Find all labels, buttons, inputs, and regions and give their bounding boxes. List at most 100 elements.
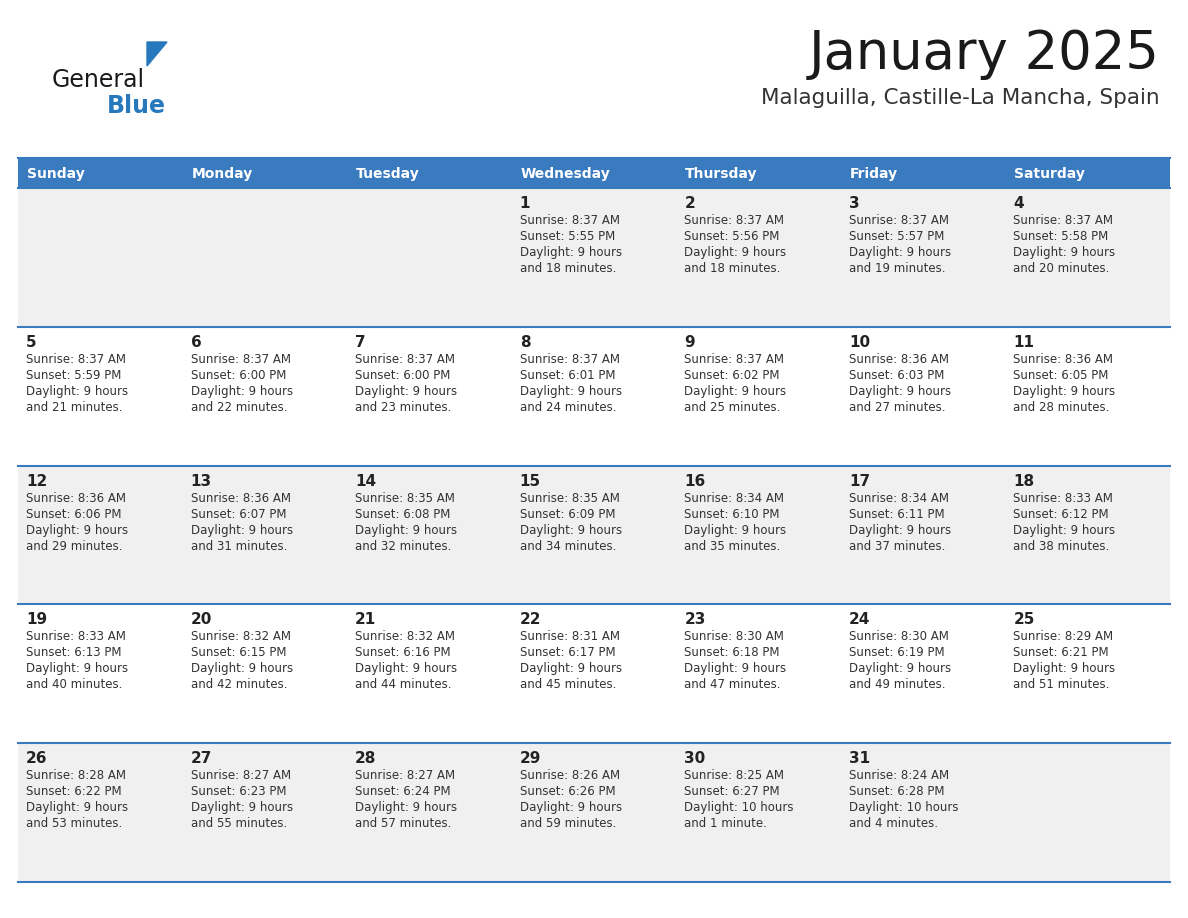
- Text: and 40 minutes.: and 40 minutes.: [26, 678, 122, 691]
- Text: and 55 minutes.: and 55 minutes.: [190, 817, 286, 830]
- Text: Daylight: 9 hours: Daylight: 9 hours: [684, 385, 786, 397]
- Text: Daylight: 9 hours: Daylight: 9 hours: [190, 385, 292, 397]
- Text: 24: 24: [849, 612, 871, 627]
- Text: Sunrise: 8:37 AM: Sunrise: 8:37 AM: [849, 214, 949, 227]
- Bar: [18, 604, 1170, 744]
- Text: Sunrise: 8:30 AM: Sunrise: 8:30 AM: [684, 631, 784, 644]
- Text: 13: 13: [190, 474, 211, 488]
- Text: Malaguilla, Castille-La Mancha, Spain: Malaguilla, Castille-La Mancha, Spain: [762, 88, 1159, 108]
- Text: Daylight: 9 hours: Daylight: 9 hours: [190, 523, 292, 537]
- Text: Daylight: 9 hours: Daylight: 9 hours: [519, 801, 621, 814]
- Text: Sunset: 6:26 PM: Sunset: 6:26 PM: [519, 785, 615, 798]
- Text: 27: 27: [190, 751, 211, 767]
- Text: Sunrise: 8:28 AM: Sunrise: 8:28 AM: [26, 769, 126, 782]
- Text: Sunrise: 8:27 AM: Sunrise: 8:27 AM: [190, 769, 291, 782]
- Text: and 23 minutes.: and 23 minutes.: [355, 401, 451, 414]
- Text: Tuesday: Tuesday: [356, 167, 419, 181]
- Text: Daylight: 9 hours: Daylight: 9 hours: [849, 246, 950, 259]
- Text: 18: 18: [1013, 474, 1035, 488]
- Text: 5: 5: [26, 335, 37, 350]
- Text: Sunrise: 8:37 AM: Sunrise: 8:37 AM: [519, 214, 620, 227]
- Text: Sunrise: 8:37 AM: Sunrise: 8:37 AM: [1013, 214, 1113, 227]
- Text: 8: 8: [519, 335, 530, 350]
- Text: Sunset: 6:21 PM: Sunset: 6:21 PM: [1013, 646, 1110, 659]
- Text: Sunrise: 8:33 AM: Sunrise: 8:33 AM: [1013, 492, 1113, 505]
- Text: 17: 17: [849, 474, 870, 488]
- Text: January 2025: January 2025: [809, 28, 1159, 80]
- Text: Daylight: 9 hours: Daylight: 9 hours: [1013, 523, 1116, 537]
- Text: and 38 minutes.: and 38 minutes.: [1013, 540, 1110, 553]
- Text: 1: 1: [519, 196, 530, 211]
- Text: and 37 minutes.: and 37 minutes.: [849, 540, 946, 553]
- Text: Daylight: 9 hours: Daylight: 9 hours: [355, 385, 457, 397]
- Text: Sunset: 6:05 PM: Sunset: 6:05 PM: [1013, 369, 1108, 382]
- Text: Sunrise: 8:24 AM: Sunrise: 8:24 AM: [849, 769, 949, 782]
- Text: 28: 28: [355, 751, 377, 767]
- Text: Sunset: 6:13 PM: Sunset: 6:13 PM: [26, 646, 121, 659]
- Text: Sunset: 6:18 PM: Sunset: 6:18 PM: [684, 646, 779, 659]
- Text: and 45 minutes.: and 45 minutes.: [519, 678, 617, 691]
- Text: Sunset: 6:22 PM: Sunset: 6:22 PM: [26, 785, 121, 798]
- Text: Sunset: 6:28 PM: Sunset: 6:28 PM: [849, 785, 944, 798]
- Text: Daylight: 9 hours: Daylight: 9 hours: [26, 801, 128, 814]
- Text: and 24 minutes.: and 24 minutes.: [519, 401, 617, 414]
- Text: Sunset: 6:02 PM: Sunset: 6:02 PM: [684, 369, 779, 382]
- Text: Sunrise: 8:32 AM: Sunrise: 8:32 AM: [190, 631, 291, 644]
- Text: and 49 minutes.: and 49 minutes.: [849, 678, 946, 691]
- Text: 16: 16: [684, 474, 706, 488]
- Bar: [347, 158, 512, 188]
- Text: Sunrise: 8:30 AM: Sunrise: 8:30 AM: [849, 631, 949, 644]
- Text: and 31 minutes.: and 31 minutes.: [190, 540, 287, 553]
- Text: Sunrise: 8:37 AM: Sunrise: 8:37 AM: [684, 353, 784, 365]
- Text: and 59 minutes.: and 59 minutes.: [519, 817, 617, 830]
- Text: Sunset: 6:07 PM: Sunset: 6:07 PM: [190, 508, 286, 521]
- Text: and 27 minutes.: and 27 minutes.: [849, 401, 946, 414]
- Text: and 51 minutes.: and 51 minutes.: [1013, 678, 1110, 691]
- Text: Monday: Monday: [191, 167, 253, 181]
- Text: Sunset: 5:59 PM: Sunset: 5:59 PM: [26, 369, 121, 382]
- Text: 12: 12: [26, 474, 48, 488]
- Text: Sunset: 6:15 PM: Sunset: 6:15 PM: [190, 646, 286, 659]
- Text: Sunset: 6:01 PM: Sunset: 6:01 PM: [519, 369, 615, 382]
- Text: 29: 29: [519, 751, 541, 767]
- Text: Sunrise: 8:37 AM: Sunrise: 8:37 AM: [355, 353, 455, 365]
- Text: and 47 minutes.: and 47 minutes.: [684, 678, 781, 691]
- Text: and 20 minutes.: and 20 minutes.: [1013, 262, 1110, 275]
- Text: and 32 minutes.: and 32 minutes.: [355, 540, 451, 553]
- Bar: [18, 744, 1170, 882]
- Bar: [18, 327, 1170, 465]
- Text: Sunset: 6:06 PM: Sunset: 6:06 PM: [26, 508, 121, 521]
- Text: Sunset: 5:58 PM: Sunset: 5:58 PM: [1013, 230, 1108, 243]
- Text: 10: 10: [849, 335, 870, 350]
- Text: Sunset: 6:23 PM: Sunset: 6:23 PM: [190, 785, 286, 798]
- Text: Daylight: 9 hours: Daylight: 9 hours: [355, 663, 457, 676]
- Text: 4: 4: [1013, 196, 1024, 211]
- Bar: [18, 188, 1170, 327]
- Text: Sunset: 5:56 PM: Sunset: 5:56 PM: [684, 230, 779, 243]
- Text: Sunset: 6:16 PM: Sunset: 6:16 PM: [355, 646, 450, 659]
- Text: Daylight: 9 hours: Daylight: 9 hours: [849, 523, 950, 537]
- Bar: [1005, 158, 1170, 188]
- Text: Daylight: 9 hours: Daylight: 9 hours: [849, 663, 950, 676]
- Bar: [841, 158, 1005, 188]
- Text: and 44 minutes.: and 44 minutes.: [355, 678, 451, 691]
- Text: 14: 14: [355, 474, 377, 488]
- Text: Daylight: 9 hours: Daylight: 9 hours: [684, 523, 786, 537]
- Text: Daylight: 9 hours: Daylight: 9 hours: [1013, 246, 1116, 259]
- Text: Sunrise: 8:35 AM: Sunrise: 8:35 AM: [355, 492, 455, 505]
- Text: Daylight: 9 hours: Daylight: 9 hours: [519, 385, 621, 397]
- Text: Sunrise: 8:32 AM: Sunrise: 8:32 AM: [355, 631, 455, 644]
- Text: and 34 minutes.: and 34 minutes.: [519, 540, 617, 553]
- Text: Sunset: 6:03 PM: Sunset: 6:03 PM: [849, 369, 944, 382]
- Text: Friday: Friday: [849, 167, 898, 181]
- Text: Sunset: 6:19 PM: Sunset: 6:19 PM: [849, 646, 944, 659]
- Text: and 18 minutes.: and 18 minutes.: [519, 262, 617, 275]
- Text: 26: 26: [26, 751, 48, 767]
- Bar: [183, 158, 347, 188]
- Text: Sunset: 6:17 PM: Sunset: 6:17 PM: [519, 646, 615, 659]
- Text: Sunrise: 8:26 AM: Sunrise: 8:26 AM: [519, 769, 620, 782]
- Text: Saturday: Saturday: [1015, 167, 1086, 181]
- Text: Sunrise: 8:36 AM: Sunrise: 8:36 AM: [849, 353, 949, 365]
- Text: 2: 2: [684, 196, 695, 211]
- Text: Daylight: 9 hours: Daylight: 9 hours: [26, 663, 128, 676]
